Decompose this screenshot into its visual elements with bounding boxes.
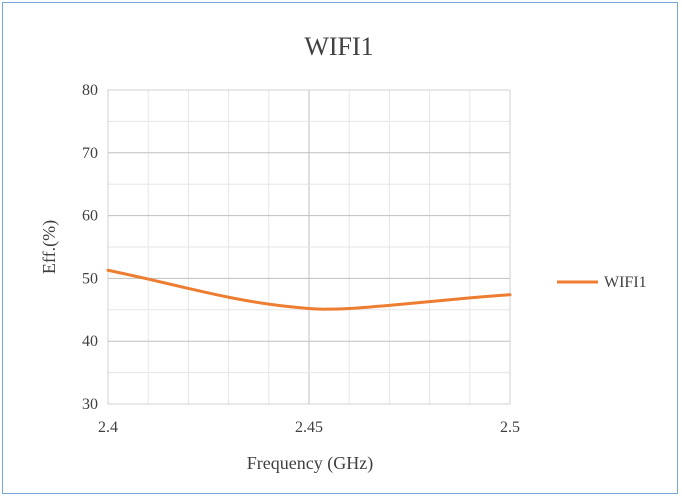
y-tick-label: 30: [82, 396, 98, 413]
y-tick-labels: 30 40 50 60 70 80: [82, 82, 98, 413]
x-tick-labels: 2.4 2.45 2.5: [98, 419, 520, 436]
legend-label-wifi1: WIFI1: [604, 274, 647, 291]
legend: WIFI1: [557, 274, 647, 291]
y-tick-label: 60: [82, 208, 98, 225]
x-tick-label: 2.5: [500, 419, 520, 436]
x-axis-label: Frequency (GHz): [247, 453, 373, 474]
chart-title: WIFI1: [304, 32, 373, 61]
chart-frame: [2, 2, 678, 494]
x-tick-label: 2.45: [295, 419, 323, 436]
y-tick-label: 70: [82, 145, 98, 162]
x-tick-label: 2.4: [98, 419, 118, 436]
y-tick-label: 80: [82, 82, 98, 99]
grid: [107, 89, 511, 405]
y-axis-label: Eff.(%): [39, 220, 60, 274]
plot-area-border: [107, 89, 511, 405]
y-tick-label: 40: [82, 333, 98, 350]
y-tick-label: 50: [82, 270, 98, 287]
series-line-wifi1: [106, 268, 512, 311]
